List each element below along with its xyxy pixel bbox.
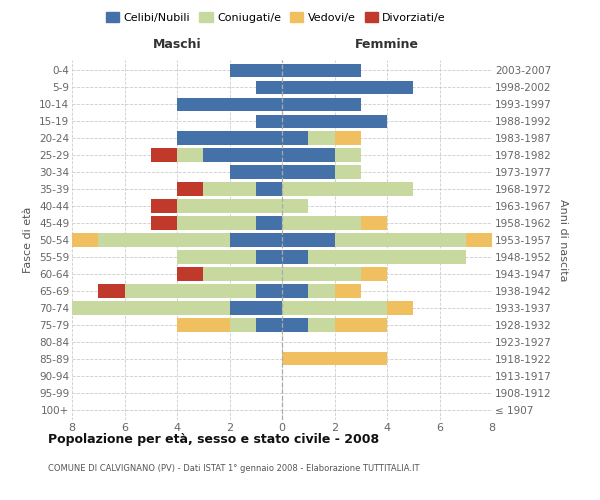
Bar: [72, 234, 98, 246]
Bar: [256, 114, 282, 128]
Bar: [335, 284, 361, 298]
Bar: [335, 148, 361, 162]
Bar: [177, 318, 229, 332]
Bar: [335, 132, 361, 144]
Bar: [335, 234, 466, 246]
Bar: [282, 352, 387, 366]
Bar: [72, 302, 229, 314]
Bar: [282, 80, 413, 94]
Bar: [177, 148, 203, 162]
Bar: [282, 114, 387, 128]
Bar: [282, 302, 387, 314]
Bar: [256, 284, 282, 298]
Bar: [335, 318, 387, 332]
Text: Maschi: Maschi: [152, 38, 202, 51]
Bar: [177, 250, 256, 264]
Bar: [151, 216, 177, 230]
Bar: [256, 182, 282, 196]
Bar: [229, 234, 282, 246]
Bar: [282, 132, 308, 144]
Bar: [203, 148, 282, 162]
Bar: [308, 132, 335, 144]
Bar: [282, 216, 361, 230]
Bar: [177, 200, 282, 212]
Bar: [282, 166, 335, 178]
Bar: [203, 182, 256, 196]
Bar: [229, 64, 282, 77]
Bar: [308, 318, 335, 332]
Bar: [282, 182, 413, 196]
Bar: [282, 284, 308, 298]
Text: Femmine: Femmine: [355, 38, 419, 51]
Text: COMUNE DI CALVIGNANO (PV) - Dati ISTAT 1° gennaio 2008 - Elaborazione TUTTITALIA: COMUNE DI CALVIGNANO (PV) - Dati ISTAT 1…: [48, 464, 419, 473]
Bar: [282, 268, 361, 280]
Bar: [229, 318, 256, 332]
Bar: [98, 284, 125, 298]
Bar: [256, 318, 282, 332]
Bar: [125, 284, 256, 298]
Bar: [282, 250, 308, 264]
Bar: [177, 132, 282, 144]
Bar: [387, 302, 413, 314]
Bar: [256, 216, 282, 230]
Bar: [361, 268, 387, 280]
Bar: [177, 216, 256, 230]
Bar: [282, 318, 308, 332]
Bar: [177, 98, 282, 111]
Bar: [151, 148, 177, 162]
Bar: [256, 250, 282, 264]
Bar: [282, 148, 335, 162]
Bar: [308, 250, 466, 264]
Bar: [177, 268, 203, 280]
Bar: [335, 166, 361, 178]
Legend: Celibi/Nubili, Coniugati/e, Vedovi/e, Divorziati/e: Celibi/Nubili, Coniugati/e, Vedovi/e, Di…: [101, 8, 451, 28]
Bar: [282, 64, 361, 77]
Bar: [282, 98, 361, 111]
Bar: [229, 166, 282, 178]
Bar: [361, 216, 387, 230]
Bar: [229, 302, 282, 314]
Y-axis label: Fasce di età: Fasce di età: [23, 207, 34, 273]
Bar: [282, 234, 335, 246]
Bar: [151, 200, 177, 212]
Y-axis label: Anni di nascita: Anni di nascita: [558, 198, 568, 281]
Bar: [308, 284, 335, 298]
Bar: [282, 200, 308, 212]
Text: Popolazione per età, sesso e stato civile - 2008: Popolazione per età, sesso e stato civil…: [48, 432, 379, 446]
Bar: [256, 80, 282, 94]
Bar: [177, 182, 203, 196]
Bar: [98, 234, 229, 246]
Bar: [466, 234, 492, 246]
Bar: [203, 268, 282, 280]
